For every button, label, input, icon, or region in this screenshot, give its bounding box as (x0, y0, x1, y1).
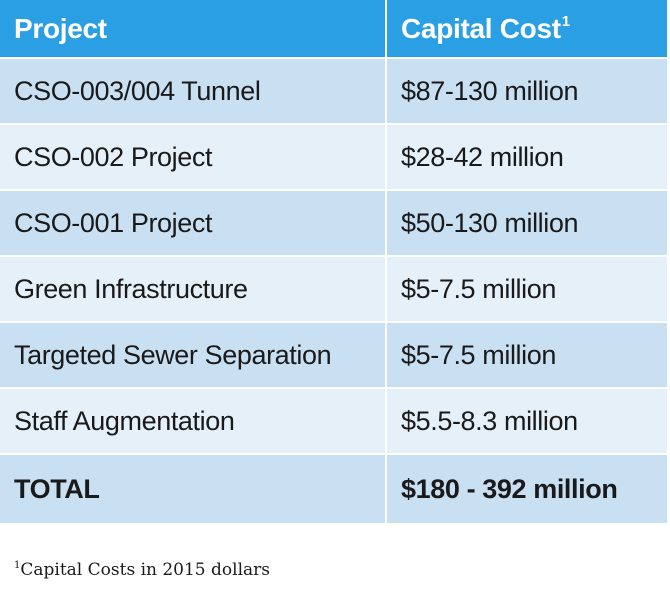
cost-cell: $5-7.5 million (386, 322, 669, 389)
table-row: CSO-001 Project $50-130 million (0, 190, 669, 257)
table-row: Targeted Sewer Separation $5-7.5 million (0, 322, 669, 389)
cost-cell: $28-42 million (386, 124, 669, 191)
footnote: 1Capital Costs in 2015 dollars (14, 560, 270, 580)
project-cell: CSO-003/004 Tunnel (0, 58, 387, 125)
cost-cell: $50-130 million (386, 190, 669, 257)
header-capital-cost: Capital Cost1 (386, 0, 669, 59)
table-row: CSO-002 Project $28-42 million (0, 124, 669, 191)
table-row: Staff Augmentation $5.5-8.3 million (0, 388, 669, 455)
cost-cell: $87-130 million (386, 58, 669, 125)
capital-cost-table: Project Capital Cost1 CSO-003/004 Tunnel… (0, 0, 669, 525)
footnote-marker: 1 (14, 560, 21, 571)
header-capital-cost-label: Capital Cost (401, 12, 561, 44)
table-row: Green Infrastructure $5-7.5 million (0, 256, 669, 323)
header-project: Project (0, 0, 387, 59)
table-row: CSO-003/004 Tunnel $87-130 million (0, 58, 669, 125)
table-header-row: Project Capital Cost1 (0, 0, 669, 59)
project-cell: CSO-001 Project (0, 190, 387, 257)
cost-cell: $5-7.5 million (386, 256, 669, 323)
total-cost-cell: $180 - 392 million (386, 454, 669, 525)
project-cell: CSO-002 Project (0, 124, 387, 191)
header-project-label: Project (14, 12, 107, 44)
project-cell: Staff Augmentation (0, 388, 387, 455)
cost-cell: $5.5-8.3 million (386, 388, 669, 455)
total-label-cell: TOTAL (0, 454, 387, 525)
project-cell: Green Infrastructure (0, 256, 387, 323)
capital-cost-table-container: Project Capital Cost1 CSO-003/004 Tunnel… (0, 0, 669, 525)
header-footnote-marker: 1 (561, 12, 570, 30)
footnote-text: Capital Costs in 2015 dollars (20, 560, 271, 580)
table-total-row: TOTAL $180 - 392 million (0, 454, 669, 525)
project-cell: Targeted Sewer Separation (0, 322, 387, 389)
